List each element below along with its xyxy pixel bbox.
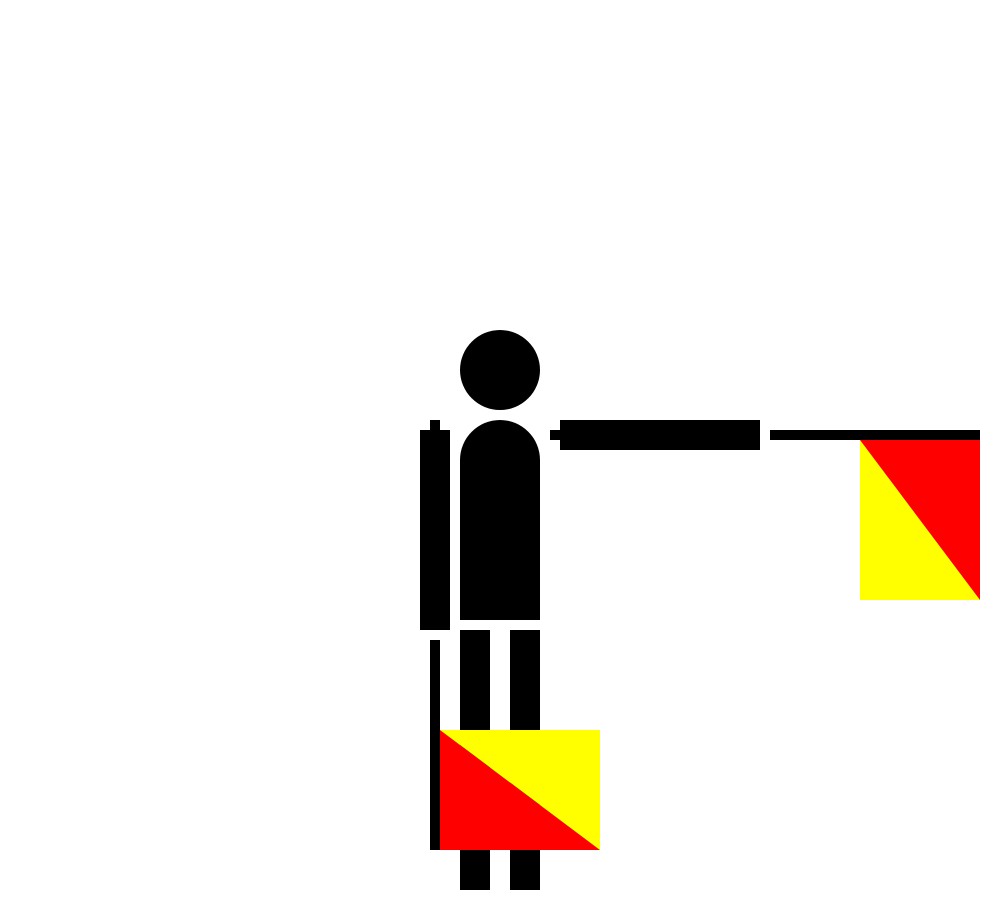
raised-arm-shoulder [550,430,560,440]
lowered-arm-shoulder [430,420,440,430]
right-flag-red [860,440,980,600]
raised-arm [560,420,760,450]
lower-flag-red [440,730,600,850]
lowered-arm [420,430,450,630]
lower-flag-stick [430,640,440,850]
lower-flag [440,730,600,850]
right-flag-stick [770,430,980,440]
right-flag [860,440,980,600]
torso [460,420,540,620]
head [460,330,540,410]
